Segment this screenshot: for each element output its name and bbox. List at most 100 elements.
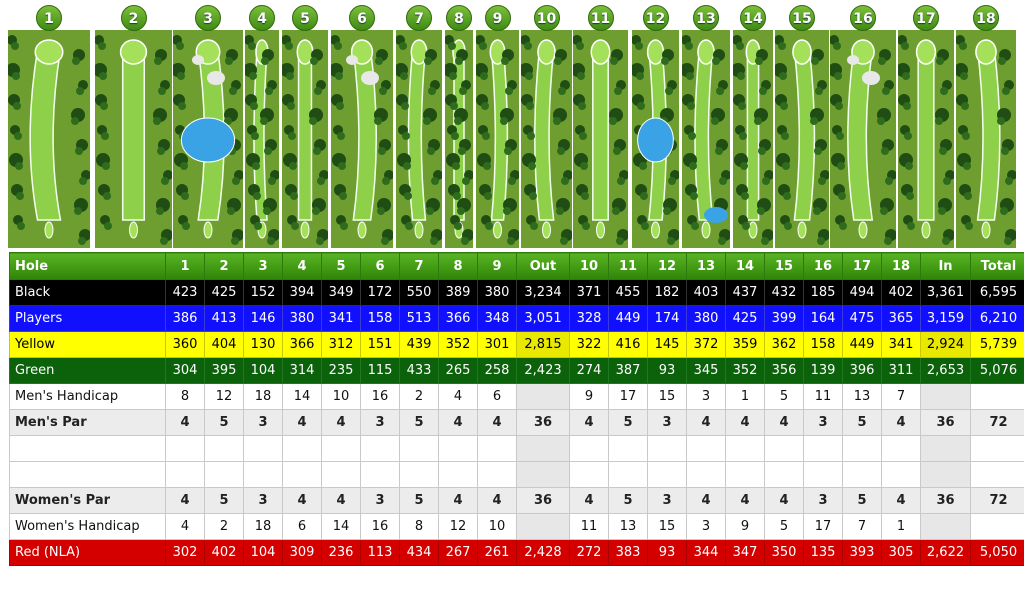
score-cell — [282, 435, 322, 462]
hole-image-5[interactable] — [282, 30, 328, 248]
hole-number-badge: 3 — [195, 5, 221, 31]
score-cell: 314 — [282, 357, 322, 384]
hole-number-badge: 7 — [406, 5, 432, 31]
score-cell — [686, 461, 726, 488]
hole-image-14[interactable] — [733, 30, 773, 248]
hole-number-badge: 8 — [446, 5, 472, 31]
score-cell: 513 — [399, 305, 439, 332]
hole-image-9[interactable] — [476, 30, 519, 248]
score-cell: 3 — [647, 487, 687, 514]
score-cell: 3 — [360, 409, 400, 436]
score-cell — [321, 461, 361, 488]
score-cell: 3,051 — [516, 305, 570, 332]
score-cell: 139 — [803, 357, 843, 384]
score-cell: 341 — [321, 305, 361, 332]
score-cell — [881, 461, 921, 488]
hole-image-3[interactable] — [173, 30, 243, 248]
score-cell: 4 — [569, 409, 609, 436]
hole-image-1[interactable] — [8, 30, 90, 248]
score-cell: 93 — [647, 357, 687, 384]
score-cell — [165, 435, 205, 462]
score-cell: 366 — [282, 331, 322, 358]
score-cell: 16 — [360, 383, 400, 410]
score-cell: 2 — [204, 252, 244, 280]
hole-image-13[interactable] — [682, 30, 730, 248]
hole-image-4[interactable] — [245, 30, 279, 248]
hole-number-badge: 6 — [349, 5, 375, 31]
score-cell — [360, 461, 400, 488]
score-cell — [764, 461, 804, 488]
hole-image-11[interactable] — [573, 30, 628, 248]
score-cell: 4 — [438, 409, 478, 436]
hole-number-badge: 2 — [120, 5, 147, 31]
score-cell: 350 — [764, 539, 804, 566]
score-cell: 4 — [686, 487, 726, 514]
plain-row: Women's Handicap 4 2 18 6 14 16 8 12 10 11 13 15 3 9 5 1… — [9, 513, 1024, 540]
score-cell — [686, 435, 726, 462]
score-cell: 301 — [477, 331, 517, 358]
score-cell: 4 — [282, 252, 322, 280]
score-cell — [516, 513, 570, 540]
score-cell: 416 — [608, 331, 648, 358]
score-cell: 403 — [686, 279, 726, 306]
score-cell: 2,653 — [920, 357, 971, 384]
score-cell: 115 — [360, 357, 400, 384]
hole-number-badge: 17 — [913, 5, 939, 31]
hole-image-10[interactable] — [521, 30, 572, 248]
score-cell: 3 — [803, 409, 843, 436]
score-cell — [842, 461, 882, 488]
scorecard-table: Hole 1 2 3 4 5 6 7 8 9 Out 10 11 12 13 14 15 16 17 18 In Tota… — [9, 252, 1024, 566]
score-cell: 359 — [725, 331, 765, 358]
hole-image-15[interactable] — [775, 30, 829, 248]
score-cell: 12 — [647, 252, 687, 280]
hole-image-18[interactable] — [956, 30, 1016, 248]
green-row: Green 304 395 104 314 235 115 433 265 258 2,423 274… — [9, 357, 1024, 384]
score-cell: 4 — [165, 409, 205, 436]
hole-image-6[interactable] — [331, 30, 393, 248]
score-cell: Total — [970, 252, 1024, 280]
row-label: Hole — [9, 252, 166, 280]
score-cell — [920, 461, 971, 488]
hole-image-16[interactable] — [830, 30, 896, 248]
score-cell: 362 — [764, 331, 804, 358]
score-cell: 36 — [920, 487, 971, 514]
score-cell: 151 — [360, 331, 400, 358]
score-cell: 372 — [686, 331, 726, 358]
hole-image-8[interactable] — [445, 30, 473, 248]
score-cell — [477, 435, 517, 462]
hole-image-12[interactable] — [632, 30, 679, 248]
score-cell: 5 — [608, 409, 648, 436]
row-label: Women's Handicap — [9, 513, 166, 540]
score-cell — [438, 461, 478, 488]
score-cell: 3,159 — [920, 305, 971, 332]
score-cell: 311 — [881, 357, 921, 384]
score-cell: 5 — [399, 487, 439, 514]
score-cell: 4 — [764, 487, 804, 514]
score-cell — [608, 435, 648, 462]
score-cell: 274 — [569, 357, 609, 384]
hole-number-badge: 15 — [789, 5, 815, 31]
hole-image-7[interactable] — [396, 30, 442, 248]
hole-image-17[interactable] — [898, 30, 954, 248]
hole-number-badge: 10 — [533, 5, 560, 31]
score-cell — [569, 461, 609, 488]
score-cell: 13 — [842, 383, 882, 410]
hole-number-badge: 18 — [973, 5, 999, 31]
score-cell: 2,622 — [920, 539, 971, 566]
score-cell: 10 — [321, 383, 361, 410]
row-label — [9, 435, 166, 462]
score-cell: 352 — [725, 357, 765, 384]
blank-row — [9, 435, 1024, 462]
score-cell: 328 — [569, 305, 609, 332]
black-row: Black 423 425 152 394 349 172 550 389 380 3,234 371… — [9, 279, 1024, 306]
score-cell: 380 — [686, 305, 726, 332]
score-cell — [881, 435, 921, 462]
score-cell: 449 — [608, 305, 648, 332]
score-cell: 550 — [399, 279, 439, 306]
score-cell: 348 — [477, 305, 517, 332]
hole-image-2[interactable] — [95, 30, 172, 248]
score-cell: 185 — [803, 279, 843, 306]
score-cell — [516, 383, 570, 410]
row-label: Women's Par — [9, 487, 166, 514]
score-cell: 6 — [477, 383, 517, 410]
